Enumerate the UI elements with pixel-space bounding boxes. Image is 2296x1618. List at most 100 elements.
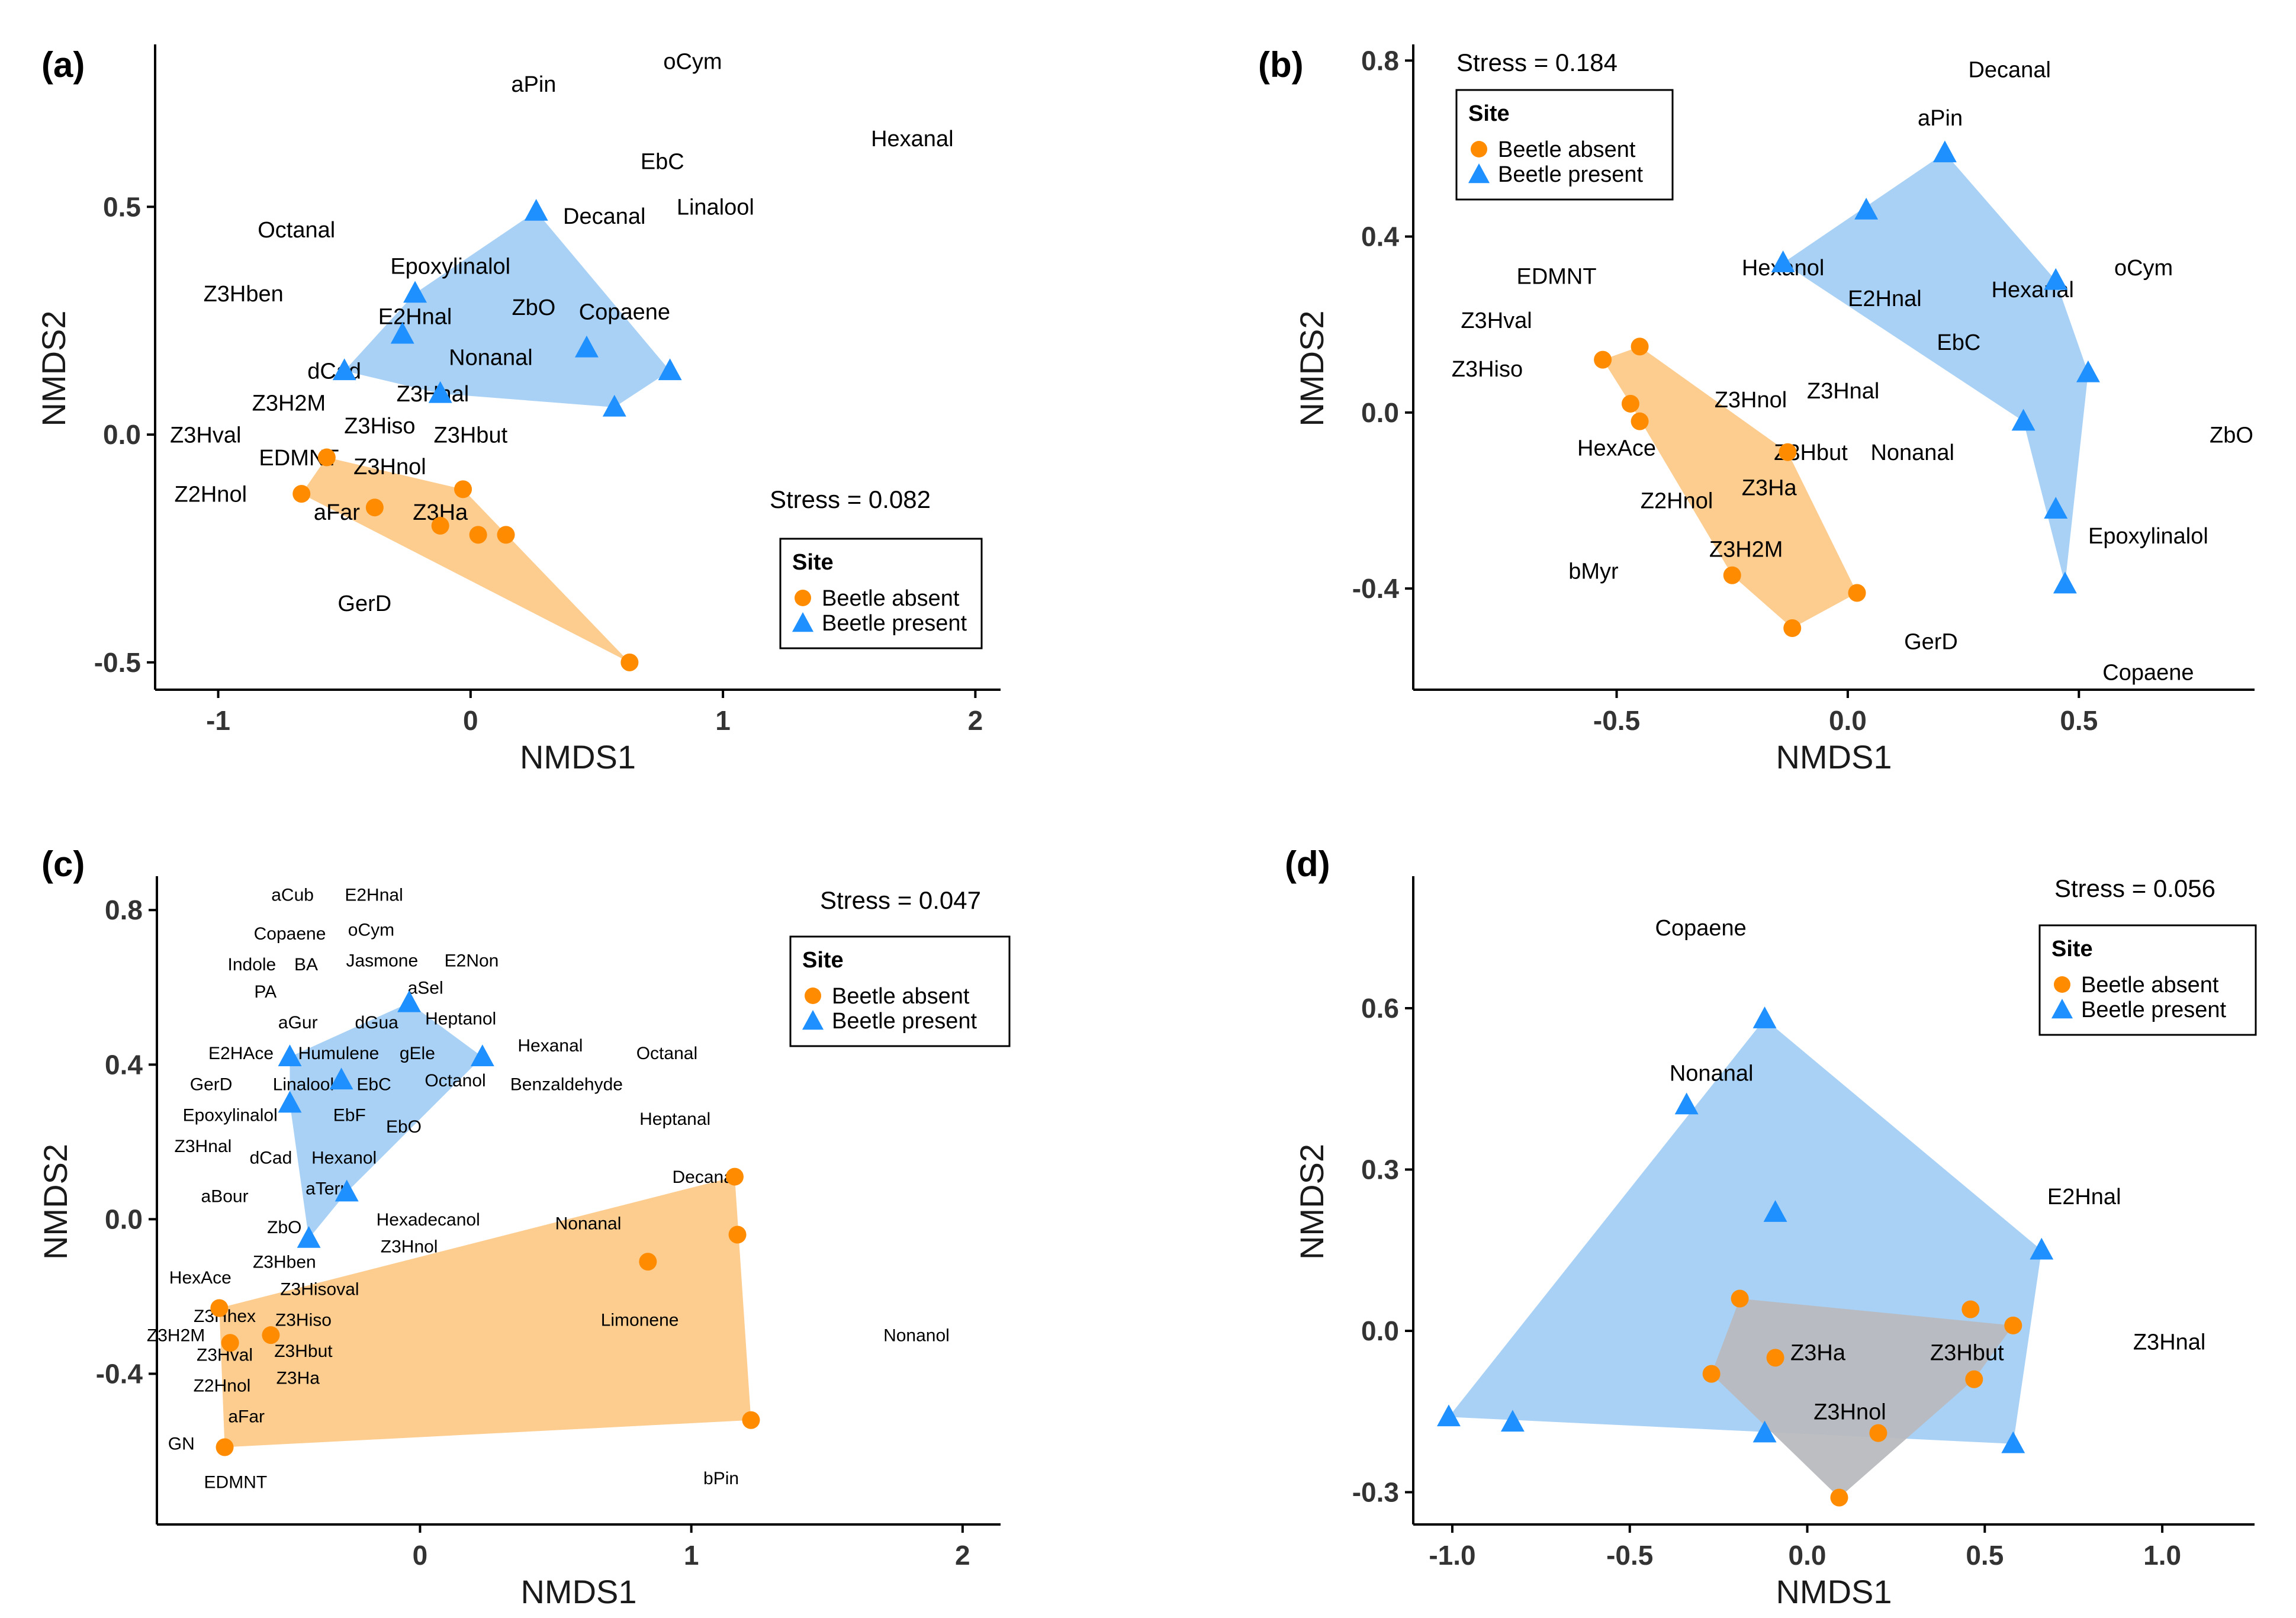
x-tick-label: 1 — [715, 705, 731, 736]
point-beetle-absent — [1631, 412, 1649, 430]
hull-beetle-present — [1783, 153, 2088, 584]
point-beetle-absent — [292, 485, 311, 503]
point-beetle-present — [602, 394, 626, 417]
point-beetle-absent — [210, 1299, 229, 1317]
var-label-copaene: Copaene — [2102, 661, 2194, 686]
x-axis-title: NMDS1 — [520, 738, 636, 776]
point-beetle-absent — [1621, 394, 1639, 413]
hull-beetle-present — [344, 211, 670, 407]
var-label-gele: gEle — [400, 1044, 435, 1063]
point-beetle-present — [278, 1091, 302, 1113]
var-label-z3hnal: Z3Hnal — [397, 382, 470, 407]
point-beetle-present — [658, 358, 682, 381]
var-label-gerd: GerD — [337, 591, 391, 616]
point-beetle-present — [2001, 1431, 2025, 1453]
y-axis-title: NMDS2 — [1293, 1144, 1330, 1260]
var-label-linalool: Linalool — [273, 1075, 334, 1094]
var-label-z3hiso: Z3Hiso — [344, 414, 415, 439]
var-label-hexace: HexAce — [169, 1268, 231, 1288]
var-label-zbo: ZbO — [267, 1218, 301, 1237]
panel-b: -0.5 0.0 0.5 -0.4 0.0 0.4 0.8 NMDS1 NMDS2 (b) Stre… — [1258, 44, 2255, 776]
var-label-gn: GN — [168, 1434, 195, 1453]
var-label-octanol: Octanol — [425, 1071, 485, 1091]
var-label-bpin: bPin — [703, 1469, 739, 1488]
point-beetle-absent — [742, 1411, 760, 1429]
y-tick-label: 0.4 — [1361, 221, 1399, 252]
var-label-epoxylinalol: Epoxylinalol — [2088, 524, 2208, 549]
var-label-z2hnol: Z2Hnol — [175, 482, 247, 507]
point-beetle-present — [1763, 1200, 1787, 1222]
point-beetle-present — [1437, 1404, 1461, 1427]
var-label-linalool: Linalool — [677, 195, 754, 220]
legend-present-label: Beetle present — [2081, 998, 2226, 1022]
y-tick-label: 0.8 — [105, 895, 143, 925]
var-label-ocym: oCym — [663, 49, 722, 74]
legend-title: Site — [792, 550, 834, 575]
panel-c: 0 1 2 -0.4 0.0 0.4 0.8 NMDS1 NMDS2 (c) Stress = 0.… — [37, 844, 1011, 1610]
var-label-benzaldehyde: Benzaldehyde — [510, 1075, 623, 1094]
legend-absent-marker — [2054, 976, 2070, 993]
point-beetle-absent — [365, 498, 384, 517]
x-axis-title: NMDS1 — [1776, 1573, 1892, 1610]
var-label-hexace: HexAce — [1577, 436, 1656, 461]
var-label-z3hben: Z3Hben — [204, 282, 284, 307]
panel-label: (b) — [1258, 45, 1304, 85]
var-label-hexanal: Hexanal — [871, 127, 953, 152]
var-label-nonanal: Nonanal — [1870, 440, 1954, 465]
var-label-edmnt: EDMNT — [204, 1473, 268, 1492]
y-tick-label: 0.0 — [105, 1204, 143, 1234]
var-label-heptanol: Heptanol — [425, 1009, 496, 1028]
x-tick-label: 1 — [684, 1540, 699, 1571]
var-label-copaene: Copaene — [1655, 916, 1747, 941]
y-axis-title: NMDS2 — [37, 1144, 74, 1260]
var-label-z3hnol: Z3Hnol — [1715, 388, 1787, 413]
var-label-z3ha: Z3Ha — [1742, 475, 1797, 500]
legend-absent-marker — [805, 987, 821, 1004]
legend-box — [2038, 924, 2257, 1036]
var-label-z3hbut: Z3Hbut — [274, 1342, 333, 1361]
var-label-edmnt: EDMNT — [1516, 265, 1596, 289]
legend-present-marker — [2051, 999, 2073, 1019]
hull-beetle-present — [290, 1002, 483, 1239]
y-axis-title: NMDS2 — [1293, 310, 1330, 426]
var-label-e2hnal: E2Hnal — [2047, 1185, 2121, 1210]
y-tick-label: -0.5 — [94, 647, 141, 678]
var-label-e2hnal: E2Hnal — [378, 304, 452, 329]
var-label-copaene: Copaene — [579, 300, 670, 325]
point-beetle-absent — [1848, 584, 1866, 602]
var-label-z3hnol: Z3Hnol — [1813, 1400, 1886, 1425]
panel-label: (a) — [41, 45, 85, 85]
point-beetle-present — [2076, 360, 2100, 382]
y-axis-title: NMDS2 — [35, 310, 72, 426]
var-label-nonanal: Nonanal — [1670, 1061, 1754, 1086]
var-label-ebc: EbC — [641, 150, 684, 175]
point-beetle-absent — [216, 1438, 234, 1456]
hull-beetle-absent — [1603, 346, 1857, 628]
var-label-z3hval: Z3Hval — [1461, 308, 1532, 333]
x-tick-label: -1.0 — [1429, 1540, 1475, 1571]
var-label-gerd: GerD — [190, 1075, 233, 1094]
var-label-hexanol: Hexanol — [311, 1148, 377, 1167]
var-label-acub: aCub — [271, 886, 314, 905]
var-label-afar: aFar — [314, 500, 360, 525]
x-tick-label: 2 — [955, 1540, 970, 1571]
var-label-epoxylinalol: Epoxylinalol — [390, 255, 510, 279]
var-label-bmyr: bMyr — [1568, 559, 1619, 584]
var-label-nonanol: Nonanol — [883, 1326, 950, 1346]
panel-label: (c) — [41, 844, 85, 884]
legend-present-marker — [792, 612, 814, 632]
var-label-ocym: oCym — [348, 920, 394, 940]
var-label-indole: Indole — [227, 955, 276, 974]
var-label-z3h2m: Z3H2M — [147, 1326, 205, 1346]
var-label-e2hnal: E2Hnal — [345, 886, 403, 905]
var-label-dcad: dCad — [250, 1148, 292, 1167]
y-tick-label: 0.0 — [1361, 1315, 1399, 1346]
y-tick-label: 0.6 — [1361, 993, 1399, 1024]
point-beetle-present — [524, 199, 548, 221]
point-beetle-present — [2044, 268, 2068, 290]
var-label-pa: PA — [254, 982, 276, 1002]
var-label-z3hnal: Z3Hnal — [175, 1137, 232, 1156]
